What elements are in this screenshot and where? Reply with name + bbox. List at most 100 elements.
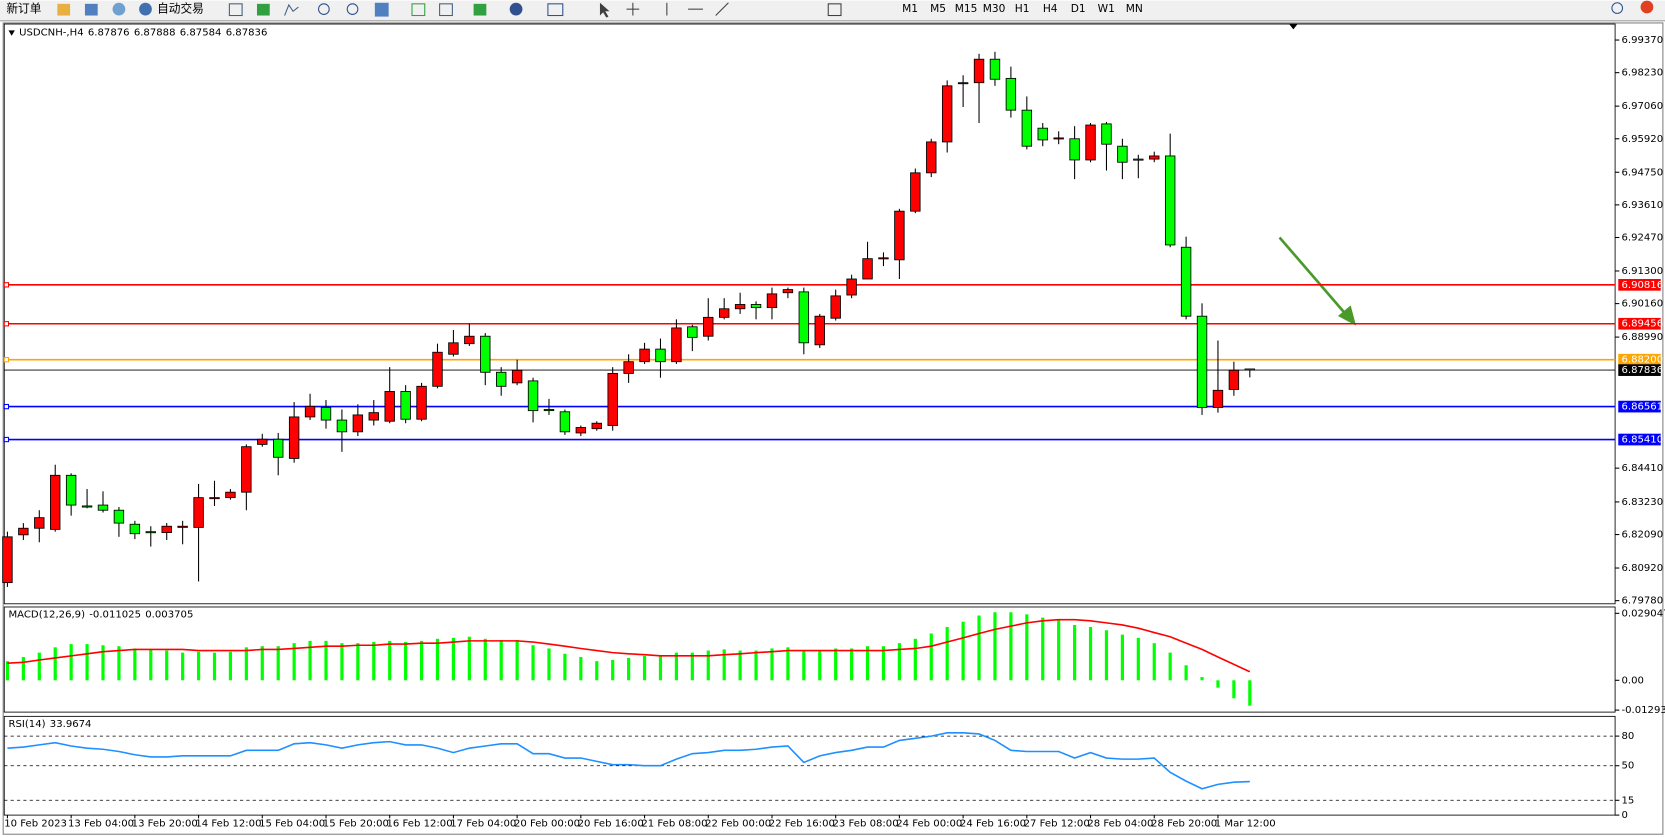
- candle-body: [50, 474, 61, 530]
- candle-body: [941, 85, 953, 143]
- candle-body: [1085, 124, 1096, 161]
- icon[interactable]: [284, 3, 299, 16]
- y-tick-label: 80: [1621, 731, 1634, 742]
- histogram-bar: [21, 657, 25, 681]
- candle-body: [1069, 138, 1080, 161]
- level-label-box: [1618, 433, 1661, 446]
- candle-body: [448, 342, 459, 355]
- candle-body: [766, 293, 778, 309]
- y-tick-label: 6.88990: [1621, 332, 1663, 343]
- shift-marker: [1289, 24, 1298, 30]
- histogram-bar: [228, 651, 233, 681]
- icon[interactable]: [112, 2, 126, 16]
- candle-body: [480, 335, 491, 373]
- x-tick-label: 28 Feb 20:00: [1151, 819, 1217, 830]
- level-label-box: [1618, 278, 1661, 291]
- timeframe-button[interactable]: D1: [1071, 2, 1086, 15]
- icon[interactable]: [827, 3, 842, 17]
- histogram-bar: [1009, 612, 1013, 681]
- candle-body: [34, 517, 45, 529]
- icon[interactable]: [411, 3, 426, 17]
- level-label: 6.85410: [1621, 435, 1663, 446]
- candle-body: [1101, 123, 1112, 145]
- icon[interactable]: [318, 3, 330, 15]
- timeframe-button[interactable]: M15: [955, 2, 978, 15]
- macd-header: MACD(12,26,9) -0.011025 0.003705: [8, 609, 193, 620]
- notification-icon[interactable]: [1640, 0, 1654, 14]
- candle-body: [1212, 389, 1224, 408]
- icon[interactable]: [547, 3, 564, 17]
- timeframe-button[interactable]: M30: [983, 2, 1006, 15]
- icon[interactable]: [346, 3, 359, 15]
- low-value: 6.87584: [180, 28, 222, 39]
- icon[interactable]: [84, 3, 98, 16]
- y-tick-label: 6.90160: [1621, 299, 1663, 310]
- y-tick-label: 6.99370: [1621, 35, 1663, 46]
- search-icon[interactable]: [1611, 2, 1624, 14]
- auto-trading-button[interactable]: 自动交易: [157, 2, 204, 16]
- icon[interactable]: [374, 2, 389, 17]
- y-tick-label: 15: [1621, 795, 1634, 806]
- level-handle: [3, 282, 10, 288]
- open-value: 6.87876: [88, 28, 130, 39]
- x-tick-label: 23 Feb 08:00: [833, 819, 899, 830]
- timeframe-button[interactable]: M1: [902, 2, 918, 15]
- candle-body: [623, 361, 634, 374]
- candle-body: [1053, 137, 1064, 140]
- x-tick-label: 22 Feb 00:00: [705, 819, 771, 830]
- timeframe-button[interactable]: MN: [1126, 2, 1143, 15]
- timeframe-button[interactable]: M5: [930, 2, 946, 15]
- candle-body: [65, 474, 77, 506]
- icon[interactable]: [599, 2, 610, 18]
- candle-body: [750, 304, 762, 309]
- level-label: 6.89456: [1621, 319, 1663, 330]
- candle-body: [416, 385, 427, 420]
- histogram-bar: [212, 652, 217, 681]
- rsi-title: RSI(14): [8, 719, 45, 730]
- timeframe-button[interactable]: H1: [1015, 2, 1030, 15]
- candle-body: [671, 327, 682, 363]
- candle-body: [1133, 158, 1144, 161]
- toolbar-buttons: 新订单 自动交易: [6, 0, 1654, 18]
- candle-body: [1037, 127, 1048, 141]
- y-tick-label: 0.00: [1621, 675, 1643, 686]
- histogram-bar: [674, 652, 678, 681]
- candle-body: [352, 414, 364, 433]
- histogram-bar: [563, 653, 567, 681]
- x-tick-label: 21 Feb 08:00: [641, 819, 707, 830]
- icon[interactable]: [228, 3, 243, 17]
- indicator-line: [7, 732, 1250, 790]
- timeframe-button[interactable]: H4: [1043, 2, 1058, 15]
- candle-body: [1196, 315, 1208, 408]
- timeframe-button[interactable]: W1: [1098, 2, 1115, 15]
- x-tick-label: 15 Feb 20:00: [323, 819, 389, 830]
- x-tick-label: 13 Feb 20:00: [132, 819, 198, 830]
- icon[interactable]: [439, 3, 453, 17]
- histogram-bar: [5, 661, 10, 681]
- rsi-header: RSI(14) 33.9674: [8, 719, 91, 730]
- level-handle: [3, 357, 10, 363]
- icon[interactable]: [139, 2, 152, 16]
- y-tick-label: 6.82090: [1621, 530, 1663, 541]
- candle-body: [177, 525, 188, 528]
- histogram-bar: [181, 652, 185, 681]
- candle-body: [734, 304, 746, 310]
- candle-body: [464, 335, 475, 345]
- icon[interactable]: [473, 3, 487, 16]
- histogram-bar: [850, 648, 854, 681]
- histogram-bar: [754, 650, 758, 681]
- candle-body: [575, 427, 587, 434]
- histogram-bar: [260, 646, 264, 681]
- new-order-button[interactable]: 新订单: [6, 2, 41, 16]
- candle-body: [1164, 155, 1176, 246]
- x-tick-label: 16 Feb 12:00: [387, 819, 453, 830]
- candle-body: [798, 291, 810, 344]
- y-tick-label: 6.79780: [1621, 596, 1663, 607]
- x-tick-label: 14 Feb 12:00: [195, 819, 261, 830]
- icon[interactable]: [509, 2, 523, 16]
- icon[interactable]: [57, 3, 71, 16]
- signal-value: 0.003705: [145, 609, 193, 620]
- icon[interactable]: [715, 2, 729, 16]
- candle-body: [718, 308, 730, 318]
- icon[interactable]: [256, 3, 270, 16]
